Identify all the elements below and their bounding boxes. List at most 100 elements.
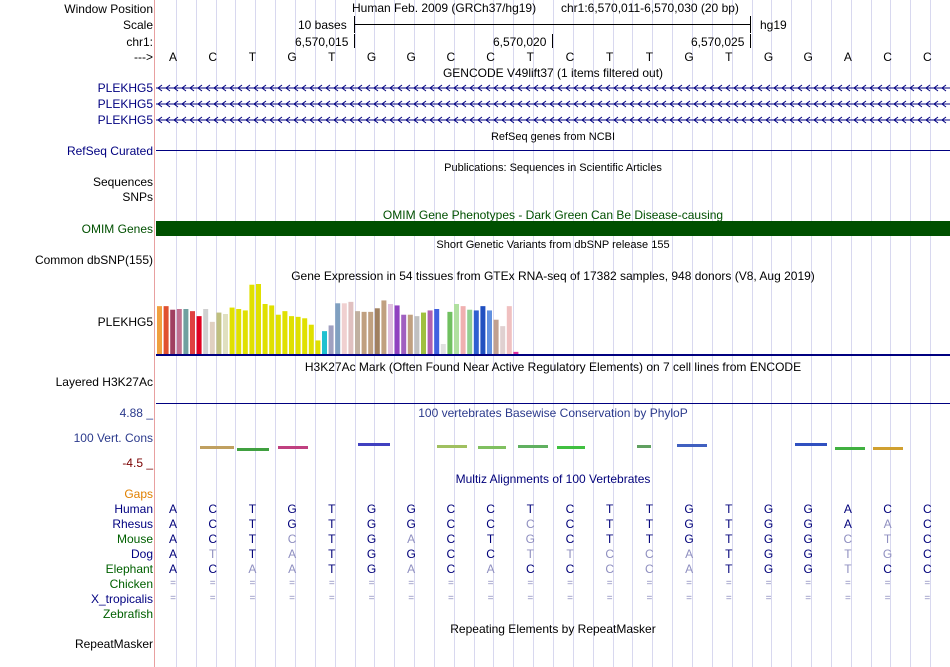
strand-arrow: [445, 100, 451, 108]
strand-arrow: [165, 100, 171, 108]
strand-arrow: [589, 84, 595, 92]
label-divider: [154, 0, 155, 667]
strand-arrow: [469, 116, 475, 124]
strand-arrow: [765, 84, 771, 92]
tick-mark-1: [354, 34, 355, 48]
h3k27ac-track-title[interactable]: H3K27Ac Mark (Often Found Near Active Re…: [304, 360, 802, 374]
alignment-base: =: [487, 578, 494, 589]
alignment-base: C: [565, 532, 575, 546]
alignment-base: C: [565, 502, 575, 516]
gridline: [751, 0, 753, 667]
alignment-base: T: [248, 532, 257, 546]
conservation-glyph: [873, 447, 903, 450]
strand-arrow: [861, 84, 867, 92]
gene-label-plekhg5-1[interactable]: PLEKHG5: [97, 81, 153, 95]
omim-track-title[interactable]: OMIM Gene Phenotypes - Dark Green Can Be…: [382, 208, 724, 222]
gtex-tissue-bar: [500, 326, 506, 354]
snps-label[interactable]: SNPs: [122, 190, 153, 204]
species-label[interactable]: Chicken: [109, 577, 153, 591]
strand-arrow: [429, 100, 435, 108]
omim-gene-bar[interactable]: [156, 221, 950, 236]
position-text: chr1:6,570,011-6,570,030 (20 bp): [561, 1, 739, 15]
sequences-label[interactable]: Sequences: [92, 175, 153, 189]
alignment-base: T: [725, 517, 733, 531]
species-label[interactable]: Mouse: [116, 532, 153, 546]
alignment-base: C: [843, 532, 853, 546]
strand-arrow: [589, 116, 595, 124]
alignment-base: A: [486, 562, 495, 576]
species-label[interactable]: Zebrafish: [102, 607, 153, 621]
conservation-glyph: [518, 445, 548, 448]
gridline: [175, 0, 177, 667]
strand-arrow: [917, 84, 923, 92]
alignment-base: G: [366, 547, 377, 561]
alignment-base: T: [248, 502, 257, 516]
refseq-track-title[interactable]: RefSeq genes from NCBI: [490, 131, 616, 143]
h3k27ac-label[interactable]: Layered H3K27Ac: [55, 375, 153, 389]
gtex-tissue-bar: [322, 331, 327, 354]
gtex-expression-chart[interactable]: [156, 283, 950, 357]
strand-arrow: [597, 100, 603, 108]
alignment-base: G: [287, 502, 297, 516]
gencode-track-title[interactable]: GENCODE V49lift37 (1 items filtered out): [442, 66, 664, 80]
strand-arrow: [573, 116, 579, 124]
gtex-tissue-bar: [394, 305, 400, 354]
gene-label-plekhg5-2[interactable]: PLEKHG5: [97, 97, 153, 111]
gtex-tissue-bar: [157, 306, 162, 354]
gtex-tissue-bar: [223, 314, 228, 354]
omim-genes-label[interactable]: OMIM Genes: [81, 222, 153, 236]
strand-arrow: [293, 116, 299, 124]
gtex-gene-label[interactable]: PLEKHG5: [97, 315, 153, 329]
strand-arrow: [621, 100, 627, 108]
publications-track-title[interactable]: Publications: Sequences in Scientific Ar…: [444, 162, 662, 174]
strand-arrow: [165, 116, 171, 124]
gene-label-plekhg5-3[interactable]: PLEKHG5: [97, 113, 153, 127]
strand-arrow: [869, 116, 875, 124]
multiz-track-title[interactable]: Multiz Alignments of 100 Vertebrates: [455, 472, 651, 486]
strand-arrow: [621, 116, 627, 124]
strand-arrow: [637, 100, 643, 108]
gtex-tissue-bar: [414, 316, 420, 354]
strand-arrow: [669, 116, 675, 124]
strand-arrow: [541, 116, 547, 124]
alignment-base: G: [406, 517, 416, 531]
alignment-base: C: [208, 562, 218, 576]
gtex-track-title[interactable]: Gene Expression in 54 tissues from GTEx …: [291, 269, 815, 283]
repeatmasker-track-title[interactable]: Repeating Elements by RepeatMasker: [450, 622, 656, 636]
strand-arrow: [413, 116, 419, 124]
dbsnp-track-title[interactable]: Short Genetic Variants from dbSNP releas…: [436, 239, 670, 251]
species-label[interactable]: Dog: [130, 547, 153, 561]
refseq-curated-label[interactable]: RefSeq Curated: [66, 144, 153, 158]
refseq-gene-line[interactable]: [156, 150, 950, 151]
gtex-tissue-bar: [203, 309, 209, 354]
alignment-base: =: [170, 578, 176, 589]
conservation-label[interactable]: 100 Vert. Cons: [73, 431, 153, 445]
gridline: [711, 0, 713, 667]
species-label[interactable]: Elephant: [105, 562, 153, 576]
strand-arrow: [565, 84, 571, 92]
conservation-track-title[interactable]: 100 vertebrates Basewise Conservation by…: [418, 406, 688, 420]
dbsnp-label[interactable]: Common dbSNP(155): [34, 253, 153, 267]
species-label[interactable]: Human: [114, 502, 153, 516]
gtex-tissue-bar: [170, 309, 176, 354]
alignment-base: G: [882, 547, 893, 561]
strand-arrow: [853, 100, 859, 108]
species-label[interactable]: X_tropicalis: [90, 592, 153, 606]
repeatmasker-label[interactable]: RepeatMasker: [74, 637, 153, 651]
alignment-base: T: [526, 547, 534, 561]
strand-arrow: [213, 84, 219, 92]
alignment-base: G: [684, 517, 694, 531]
alignment-base: A: [685, 547, 694, 561]
species-label[interactable]: Rhesus: [112, 517, 153, 531]
strand-arrow: [925, 116, 931, 124]
gtex-tissue-bar: [348, 301, 354, 354]
strand-arrow: [245, 116, 251, 124]
conservation-max-label: 4.88 _: [119, 406, 153, 420]
strand-arrow: [573, 84, 579, 92]
strand-arrow: [637, 84, 643, 92]
alignment-base: C: [922, 547, 932, 561]
strand-arrow: [893, 100, 899, 108]
strand-arrow: [301, 84, 307, 92]
strand-arrow: [677, 84, 683, 92]
gencode-gene-models[interactable]: [156, 80, 950, 130]
